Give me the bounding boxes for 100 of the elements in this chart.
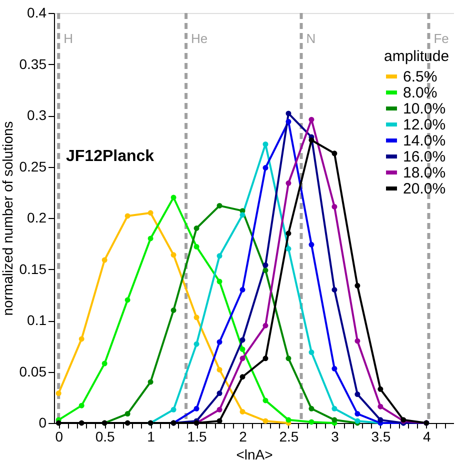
point: [216, 339, 222, 345]
point: [240, 356, 246, 362]
x-tick-label: 4: [423, 428, 432, 444]
point: [286, 356, 292, 362]
legend-label: 16.0%: [403, 148, 446, 166]
point: [216, 278, 222, 284]
point: [216, 253, 222, 259]
point: [308, 419, 314, 425]
ref-line-label: N: [306, 31, 316, 46]
x-tick-label: 2: [239, 428, 248, 444]
point: [378, 417, 384, 423]
point: [124, 420, 130, 426]
point: [332, 417, 338, 423]
point: [56, 390, 62, 396]
y-tick-label: 0.2: [27, 210, 47, 226]
x-tick-label: 1: [147, 428, 156, 444]
point: [354, 392, 360, 398]
y-tick-label: 0.3: [27, 107, 47, 123]
point: [240, 346, 246, 352]
point: [332, 406, 338, 412]
x-axis-title: <lnA>: [236, 446, 273, 462]
point: [102, 360, 108, 366]
point: [240, 374, 246, 380]
legend-label: 18.0%: [403, 164, 446, 182]
point: [240, 212, 246, 218]
point: [216, 202, 222, 208]
legend-label: 10.0%: [403, 100, 446, 118]
legend-title: amplitude: [384, 48, 450, 65]
point: [308, 137, 314, 143]
ref-line-label: H: [64, 31, 73, 46]
point: [262, 356, 268, 362]
point: [216, 406, 222, 412]
point: [194, 406, 200, 412]
point: [148, 236, 154, 242]
annotation: JF12Planck: [66, 148, 154, 165]
point: [216, 366, 222, 372]
point: [286, 180, 292, 186]
point: [262, 262, 268, 268]
legend-label: 6.5%: [403, 68, 438, 86]
point: [240, 408, 246, 414]
point: [332, 204, 338, 210]
point: [170, 194, 176, 200]
point: [354, 411, 360, 417]
legend-label: 12.0%: [403, 116, 446, 134]
x-tick-label: 0.5: [95, 428, 116, 444]
point: [194, 226, 200, 231]
point: [262, 141, 268, 147]
x-tick-label: 0: [55, 428, 64, 444]
y-axis-title: normalized number of solutions: [0, 121, 16, 316]
ref-line-label: He: [191, 31, 208, 46]
point: [56, 420, 62, 426]
point: [262, 322, 268, 328]
point: [194, 314, 200, 320]
point: [124, 411, 130, 417]
point: [124, 297, 130, 303]
point: [286, 417, 292, 423]
point: [170, 406, 176, 412]
x-tick-label: 1.5: [187, 428, 207, 444]
point: [240, 287, 246, 292]
point: [78, 402, 84, 408]
point: [102, 257, 108, 263]
point: [78, 420, 84, 426]
point: [148, 210, 154, 216]
point: [286, 230, 292, 236]
legend-label: 8.0%: [403, 84, 438, 102]
x-tick-label: 3.5: [371, 428, 391, 444]
point: [354, 338, 360, 344]
point: [354, 282, 360, 288]
point: [286, 246, 292, 252]
point: [286, 110, 292, 116]
point: [332, 287, 338, 292]
y-tick-label: 0.15: [19, 260, 47, 277]
point: [262, 165, 268, 171]
ref-line-label: Fe: [434, 31, 449, 46]
y-tick-label: 0.4: [27, 4, 47, 20]
point: [170, 308, 176, 313]
point: [148, 379, 154, 385]
y-tick-label: 0.05: [19, 363, 47, 380]
point: [78, 336, 84, 342]
y-tick-label: 0.25: [19, 158, 47, 174]
point: [194, 341, 200, 347]
point: [240, 337, 246, 343]
point: [262, 418, 268, 424]
point: [378, 386, 384, 392]
point: [308, 350, 314, 356]
point: [308, 116, 314, 122]
point: [262, 268, 268, 274]
point: [124, 213, 130, 219]
y-tick-label: 0.35: [19, 56, 47, 72]
point: [332, 150, 338, 156]
point: [378, 404, 384, 410]
legend-label: 20.0%: [403, 180, 446, 198]
x-tick-label: 3: [331, 428, 340, 444]
x-tick-label: 2.5: [279, 428, 299, 444]
point: [286, 118, 292, 124]
point: [170, 252, 176, 258]
point: [194, 244, 200, 250]
point: [216, 390, 222, 396]
point: [332, 366, 338, 372]
legend-label: 14.0%: [403, 132, 446, 150]
